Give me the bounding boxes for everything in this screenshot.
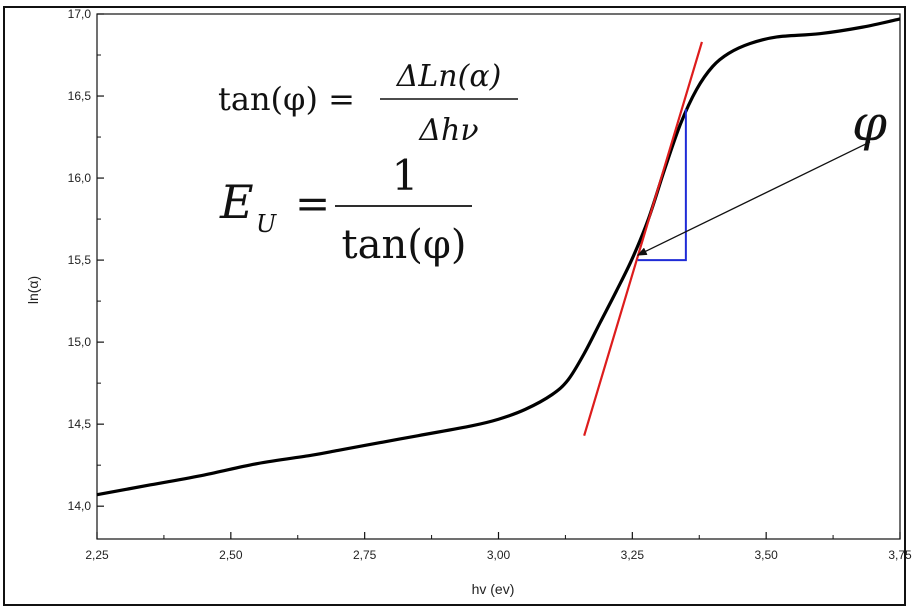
x-tick-label: 2,25: [85, 548, 109, 562]
y-axis: 14,0 14,5 15,0 15,5 16,0 16,5 17,0: [68, 7, 104, 513]
x-tick-label: 3,25: [621, 548, 645, 562]
formula2-lhs: E: [219, 175, 254, 229]
x-tick-label: 3,00: [487, 548, 511, 562]
y-tick-label: 15,5: [68, 253, 92, 267]
formula2-denominator: tan(φ): [342, 222, 467, 268]
x-tick-label: 2,75: [353, 548, 377, 562]
y-axis-title: ln(α): [25, 276, 41, 304]
formula2-equals: =: [295, 179, 330, 228]
absorption-curve: [96, 17, 901, 497]
y-tick-label: 16,0: [68, 171, 92, 185]
phi-arrow: [636, 141, 871, 256]
x-axis-title: hv (ev): [472, 581, 515, 597]
x-axis: 2,25 2,50 2,75 3,00 3,25 3,50 3,75: [85, 532, 912, 562]
y-tick-label: 14,5: [68, 417, 92, 431]
slope-triangle: [637, 109, 687, 262]
tangent-line: [583, 41, 703, 436]
x-tick-label: 3,75: [888, 548, 912, 562]
chart-frame: [3, 6, 906, 606]
x-tick-label: 3,50: [754, 548, 778, 562]
y-tick-label: 15,0: [68, 335, 92, 349]
formula2-lhs-subscript: U: [256, 210, 277, 238]
formula2-numerator: 1: [392, 151, 419, 200]
formula1-numerator: ΔLn(α): [396, 59, 502, 94]
formula1-denominator: Δhν: [418, 113, 478, 148]
y-tick-label: 16,5: [68, 89, 92, 103]
x-tick-label: 2,50: [219, 548, 243, 562]
y-tick-label: 14,0: [68, 499, 92, 513]
formula1-lhs: tan(φ) =: [218, 80, 355, 118]
phi-label: φ: [852, 94, 887, 152]
y-tick-label: 17,0: [68, 7, 92, 21]
